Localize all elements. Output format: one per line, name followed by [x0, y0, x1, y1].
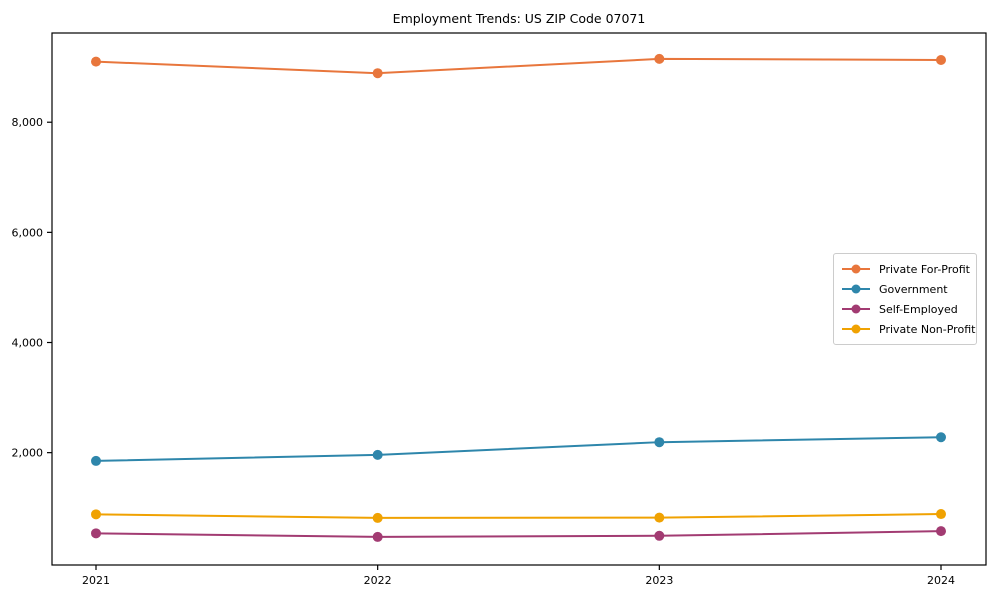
legend-label: Government: [879, 282, 948, 296]
legend-line-marker-icon: [842, 324, 870, 334]
data-point-private-for-profit: [372, 68, 383, 79]
data-point-private-for-profit: [936, 54, 946, 65]
data-point-private-non-profit: [654, 512, 665, 523]
data-point-private-non-profit: [91, 509, 101, 520]
data-point-private-for-profit: [654, 53, 665, 64]
series-line-private-for-profit: [95, 57, 942, 75]
axes-box: [51, 32, 987, 566]
data-point-self-employed: [91, 528, 101, 539]
data-point-self-employed: [372, 531, 383, 542]
data-point-private-non-profit: [372, 512, 383, 523]
legend-line-marker-icon: [842, 304, 870, 314]
data-point-government: [91, 455, 101, 466]
y-tick-label: 6,000: [12, 226, 44, 239]
legend-item: Self-Employed: [841, 299, 970, 319]
legend-line-marker-icon: [842, 284, 870, 294]
legend-line-marker-icon: [842, 264, 870, 274]
data-point-private-non-profit: [936, 509, 946, 520]
data-point-government: [372, 449, 383, 460]
x-tick-label: 2024: [927, 574, 955, 587]
legend-item: Government: [841, 279, 970, 299]
data-point-private-for-profit: [91, 56, 101, 67]
series-line-self-employed: [95, 530, 942, 538]
data-point-government: [654, 437, 665, 448]
x-tick-label: 2021: [82, 574, 110, 587]
x-tick-label: 2022: [364, 574, 392, 587]
legend-item: Private For-Profit: [841, 259, 970, 279]
legend-label: Self-Employed: [879, 302, 958, 316]
x-tick-label: 2023: [645, 574, 673, 587]
y-tick-label: 2,000: [12, 447, 44, 460]
chart-title: Employment Trends: US ZIP Code 07071: [392, 11, 646, 26]
legend-label: Private For-Profit: [879, 262, 970, 276]
y-tick-label: 8,000: [12, 116, 44, 129]
legend-item: Private Non-Profit: [841, 319, 975, 339]
series-line-government: [95, 436, 942, 462]
y-tick-label: 4,000: [12, 337, 44, 350]
legend: Private For-Profit Government Self-Employe…: [833, 253, 977, 345]
data-point-self-employed: [936, 526, 946, 537]
series-line-private-non-profit: [95, 513, 942, 519]
data-point-self-employed: [654, 530, 665, 541]
legend-label: Private Non-Profit: [879, 322, 976, 336]
data-point-government: [936, 432, 946, 443]
